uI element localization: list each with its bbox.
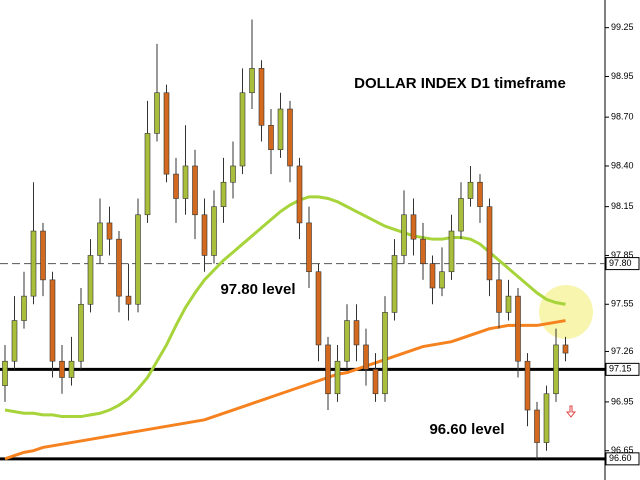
- candle-body: [211, 206, 217, 256]
- candle-body: [515, 295, 521, 362]
- candle-body: [125, 295, 132, 305]
- level-label-box: [605, 362, 640, 376]
- y-tick-label: 98.15: [611, 201, 634, 211]
- moving-average: [4, 195, 566, 419]
- highlight: [539, 285, 593, 339]
- candle-body: [467, 181, 474, 199]
- candle-body: [135, 214, 141, 305]
- candle-body: [30, 230, 37, 297]
- down-arrow: [565, 405, 577, 418]
- candle-body: [249, 68, 255, 94]
- candle-body: [11, 320, 18, 362]
- candle-body: [296, 165, 303, 224]
- candle-body: [363, 344, 369, 370]
- candle-body: [87, 255, 94, 305]
- level-label-box: [605, 257, 640, 271]
- candle-body: [220, 181, 227, 207]
- annotation: 97.80 level: [220, 281, 295, 298]
- candle-body: [306, 222, 312, 273]
- candle-body: [230, 165, 236, 183]
- candle-body: [106, 222, 113, 240]
- candle-body: [543, 393, 550, 443]
- candle-body: [553, 344, 559, 395]
- y-tick-label: 97.26: [611, 346, 634, 356]
- candle-body: [429, 263, 436, 289]
- candle-body: [173, 173, 179, 199]
- chart-title: DOLLAR INDEX D1 timeframe: [354, 75, 566, 92]
- candle-body: [2, 360, 8, 386]
- y-tick-label: 96.65: [611, 445, 634, 455]
- candle-body: [486, 206, 493, 281]
- candle-body: [97, 222, 103, 256]
- y-tick-label: 97.55: [611, 299, 634, 309]
- candle-body: [40, 230, 46, 281]
- candle-body: [401, 214, 407, 256]
- candle-body: [287, 108, 293, 167]
- candle-body: [391, 255, 398, 313]
- candle-body: [505, 295, 512, 313]
- candle-body: [334, 360, 341, 395]
- candle-body: [524, 360, 531, 411]
- moving-average: [4, 319, 566, 461]
- candle-body: [59, 360, 65, 378]
- level-label: 97.15: [609, 364, 632, 374]
- level-label: 96.60: [609, 453, 632, 463]
- candle-body: [49, 279, 56, 362]
- y-tick-label: 98.40: [611, 160, 634, 170]
- level-label: 97.80: [609, 258, 632, 268]
- candle-body: [144, 133, 151, 216]
- candle-body: [353, 320, 360, 346]
- candle-body: [258, 68, 265, 126]
- candle-body: [458, 198, 464, 232]
- candle-body: [201, 214, 208, 256]
- candle-body: [192, 165, 198, 216]
- candle-body: [382, 312, 388, 395]
- candle-body: [163, 92, 170, 175]
- candle-body: [277, 108, 284, 150]
- y-tick-label: 98.70: [611, 112, 634, 122]
- y-tick-label: 96.95: [611, 396, 634, 406]
- candle-body: [154, 92, 160, 134]
- y-tick-label: 99.25: [611, 22, 634, 32]
- candle-body: [477, 181, 483, 207]
- y-tick-label: 97.85: [611, 250, 634, 260]
- candle-body: [78, 303, 84, 362]
- candle-body: [448, 230, 455, 273]
- candle-body: [562, 344, 569, 354]
- candle-body: [534, 409, 540, 443]
- level-label-box: [605, 452, 640, 466]
- candle-body: [182, 165, 189, 199]
- candle-body: [420, 238, 426, 264]
- candle-body: [68, 360, 75, 378]
- annotation: 96.60 level: [429, 421, 504, 438]
- candle-body: [315, 271, 322, 346]
- candle-body: [325, 344, 331, 395]
- candle-body: [21, 295, 27, 321]
- candle-body: [344, 320, 350, 362]
- candle-body: [268, 124, 274, 150]
- candle-body: [239, 92, 246, 167]
- candle-body: [410, 214, 417, 240]
- candle-body: [496, 279, 502, 313]
- candle-body: [439, 271, 445, 289]
- candle-body: [116, 238, 122, 297]
- y-tick-label: 98.95: [611, 71, 634, 81]
- candle-body: [372, 369, 379, 395]
